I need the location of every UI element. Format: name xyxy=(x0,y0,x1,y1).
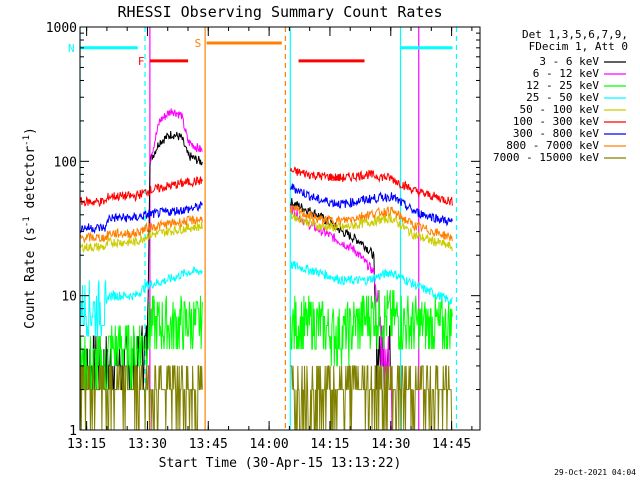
y-axis-label: Count Rate (s-1 detector-1) xyxy=(22,127,38,329)
y-axis-label-superscript-2: -1 xyxy=(22,135,32,146)
x-tick-label-0: 13:15 xyxy=(67,437,106,452)
legend-label-6: 300 - 800 keV xyxy=(513,127,599,140)
series-line-8 xyxy=(79,365,453,431)
x-tick-label-6: 14:45 xyxy=(432,437,471,452)
legend-header-1: FDecim 1, Att 0 xyxy=(529,40,628,53)
plot-frame xyxy=(79,26,481,431)
timestamp: 29-Oct-2021 04:04 xyxy=(554,468,636,477)
y-tick-label-2: 100 xyxy=(54,155,77,170)
x-tick-label-4: 14:15 xyxy=(310,437,349,452)
legend-label-0: 3 - 6 keV xyxy=(539,55,599,68)
legend-label-2: 12 - 25 keV xyxy=(526,79,599,92)
legend-label-4: 50 - 100 keV xyxy=(520,103,600,116)
legend: Det 1,3,5,6,7,9,FDecim 1, Att 0 3 - 6 keV… xyxy=(493,28,628,164)
y-axis-label-main: Count Rate (s xyxy=(23,227,38,329)
legend-label-3: 25 - 50 keV xyxy=(526,91,599,104)
legend-label-1: 6 - 12 keV xyxy=(533,67,600,80)
series-line-2 xyxy=(79,290,453,391)
annotation-bar-label-1: F xyxy=(138,55,145,68)
y-tick-label-1: 10 xyxy=(61,290,77,305)
y-axis-label-rest: detector xyxy=(23,146,38,217)
series-line-6 xyxy=(79,183,453,235)
series-line-3 xyxy=(79,261,453,337)
y-tick-label-3: 1000 xyxy=(46,21,77,36)
y-axis-label-close: ) xyxy=(23,127,38,135)
x-tick-label-3: 14:00 xyxy=(250,437,289,452)
y-axis-label-superscript: -1 xyxy=(22,216,32,227)
legend-label-8: 7000 - 15000 keV xyxy=(493,151,599,164)
annotation-bar-label-2: S xyxy=(195,37,202,50)
y-tick-label-0: 1 xyxy=(69,424,77,439)
x-tick-label-5: 14:30 xyxy=(371,437,410,452)
x-tick-label-1: 13:30 xyxy=(128,437,167,452)
series-line-5 xyxy=(79,166,453,208)
x-axis-label: Start Time (30-Apr-15 13:13:22) xyxy=(159,456,402,471)
axes: 1 10 100 1000 13:15 13:30 13:45 14:00 14:15 14:30… xyxy=(46,21,481,452)
annotation-bar-label-0: N xyxy=(68,42,75,55)
legend-label-7: 800 - 7000 keV xyxy=(506,139,599,152)
chart-title: RHESSI Observing Summary Count Rates xyxy=(117,3,442,21)
x-tick-label-2: 13:45 xyxy=(189,437,228,452)
series-line-4 xyxy=(79,210,453,253)
plot-area: N F S xyxy=(68,27,458,431)
series-line-7 xyxy=(79,204,453,244)
legend-label-5: 100 - 300 keV xyxy=(513,115,599,128)
legend-header-0: Det 1,3,5,6,7,9, xyxy=(522,28,628,41)
